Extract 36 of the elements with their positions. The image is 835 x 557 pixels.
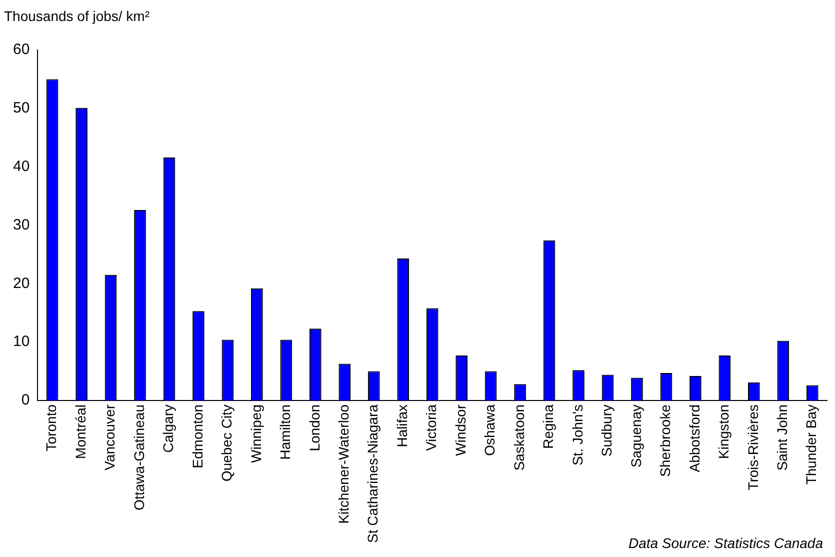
source-note: Data Source: Statistics Canada (628, 535, 823, 551)
x-tick-label: Regina (540, 404, 556, 449)
x-tick-label: Kingston (716, 404, 732, 459)
x-tick-label: Winnipeg (248, 404, 264, 463)
x-tick-label: Victoria (423, 404, 440, 451)
y-tick-label: 50 (12, 100, 30, 117)
y-tick-label: 20 (12, 274, 30, 292)
x-tick-label: Halifax (394, 404, 410, 448)
x-tick-label: Edmonton (189, 404, 206, 468)
x-tick-label: Calgary (160, 404, 176, 453)
x-tick-label: Oshawa (482, 404, 498, 456)
x-tick-label: Kitchener-Waterloo (336, 404, 352, 524)
y-axis-title: Thousands of jobs/ km² (4, 8, 150, 24)
y-tick-label: 0 (21, 392, 30, 409)
y-tick-label: 60 (12, 41, 30, 58)
x-tick-label: St. John's (569, 404, 586, 466)
x-tick-label: Sudbury (598, 404, 615, 457)
x-tick-label: Saskatoon (510, 404, 527, 471)
y-tick-label: 30 (12, 216, 30, 234)
x-tick-label: Trois-Rivières (744, 404, 761, 490)
x-tick-label: Windsor (452, 404, 468, 456)
x-tick-label: Abbotsford (686, 404, 702, 472)
x-tick-label: Saint John (774, 404, 790, 471)
x-tick-label: Montréal (72, 404, 88, 459)
x-tick-label: Quebec City (218, 404, 235, 482)
x-tick-label: Toronto (43, 404, 60, 452)
x-tick-label: St Catharines-Niagara (364, 404, 381, 544)
x-tick-label: Sherbrooke (657, 404, 674, 477)
y-tick-label: 40 (12, 158, 30, 175)
x-tick-label: Hamilton (277, 404, 294, 460)
x-tick-label: London (306, 404, 322, 452)
x-tick-label: Saguenay (628, 404, 644, 468)
x-tick-label: Ottawa-Gatineau (130, 404, 147, 510)
x-tick-label: Vancouver (102, 404, 118, 470)
y-tick-label: 10 (12, 333, 30, 350)
x-tick-label: Thunder Bay (803, 404, 820, 485)
